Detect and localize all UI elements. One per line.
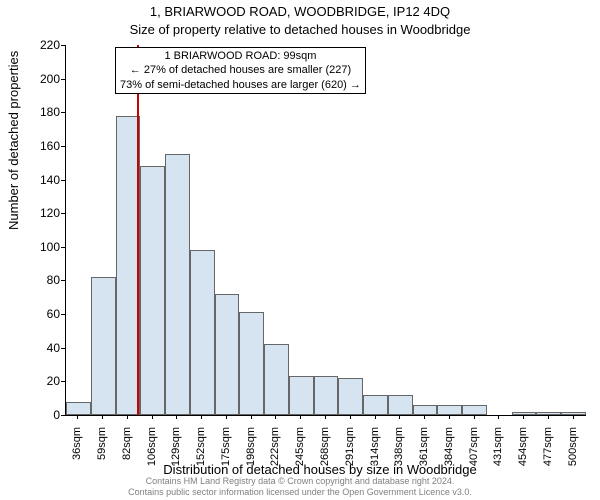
annotation-box: 1 BRIARWOOD ROAD: 99sqm← 27% of detached… [115,47,366,94]
chart-title-sub: Size of property relative to detached ho… [0,22,600,37]
x-tick-mark [350,415,351,419]
y-tick-label: 40 [20,341,60,355]
histogram-bar [66,402,91,415]
histogram-bar [413,405,438,415]
x-tick-mark [449,415,450,419]
y-tick-mark [61,213,65,214]
x-tick-mark [548,415,549,419]
y-tick-label: 20 [20,374,60,388]
y-tick-mark [61,415,65,416]
x-tick-mark [325,415,326,419]
x-tick-mark [474,415,475,419]
x-tick-mark [498,415,499,419]
x-tick-mark [176,415,177,419]
annotation-line: 73% of semi-detached houses are larger (… [120,78,361,92]
y-tick-label: 60 [20,307,60,321]
histogram-bar [239,312,264,415]
y-tick-label: 220 [20,38,60,52]
histogram-bar [91,277,116,415]
x-tick-mark [201,415,202,419]
x-tick-mark [424,415,425,419]
y-tick-mark [61,314,65,315]
histogram-bar [462,405,487,415]
histogram-bar [536,412,561,415]
histogram-bar [561,412,586,415]
histogram-bar [190,250,215,415]
x-tick-mark [127,415,128,419]
histogram-bar [437,405,462,415]
y-tick-mark [61,381,65,382]
x-tick-mark [523,415,524,419]
footer-attribution: Contains HM Land Registry data © Crown c… [0,476,600,498]
property-marker-line [137,45,139,415]
y-tick-label: 160 [20,139,60,153]
annotation-line: ← 27% of detached houses are smaller (22… [120,63,361,77]
y-tick-label: 0 [20,408,60,422]
histogram-bar [215,294,240,415]
y-tick-mark [61,280,65,281]
x-tick-mark [275,415,276,419]
x-tick-mark [375,415,376,419]
x-tick-mark [251,415,252,419]
annotation-line: 1 BRIARWOOD ROAD: 99sqm [120,49,361,63]
histogram-bar [338,378,363,415]
chart-title-main: 1, BRIARWOOD ROAD, WOODBRIDGE, IP12 4DQ [0,4,600,19]
y-tick-label: 180 [20,105,60,119]
histogram-bar [314,376,339,415]
y-tick-mark [61,79,65,80]
y-tick-mark [61,247,65,248]
y-axis-label: Number of detached properties [6,51,21,230]
y-tick-label: 80 [20,273,60,287]
y-tick-label: 100 [20,240,60,254]
y-tick-label: 200 [20,72,60,86]
y-tick-mark [61,348,65,349]
histogram-bar [264,344,289,415]
x-tick-mark [152,415,153,419]
x-tick-mark [226,415,227,419]
histogram-bar [363,395,388,415]
x-tick-mark [300,415,301,419]
plot-area [65,45,586,416]
x-tick-mark [573,415,574,419]
footer-line-1: Contains HM Land Registry data © Crown c… [146,476,455,486]
histogram-bar [388,395,413,415]
y-tick-label: 120 [20,206,60,220]
histogram-bar [165,154,190,415]
y-tick-mark [61,45,65,46]
x-tick-mark [77,415,78,419]
histogram-bar [140,166,165,415]
histogram-bar [289,376,314,415]
y-tick-mark [61,180,65,181]
x-tick-mark [399,415,400,419]
y-tick-mark [61,146,65,147]
y-tick-mark [61,112,65,113]
x-tick-mark [102,415,103,419]
x-axis-label: Distribution of detached houses by size … [0,462,600,477]
y-tick-label: 140 [20,173,60,187]
footer-line-2: Contains public sector information licen… [128,487,472,497]
